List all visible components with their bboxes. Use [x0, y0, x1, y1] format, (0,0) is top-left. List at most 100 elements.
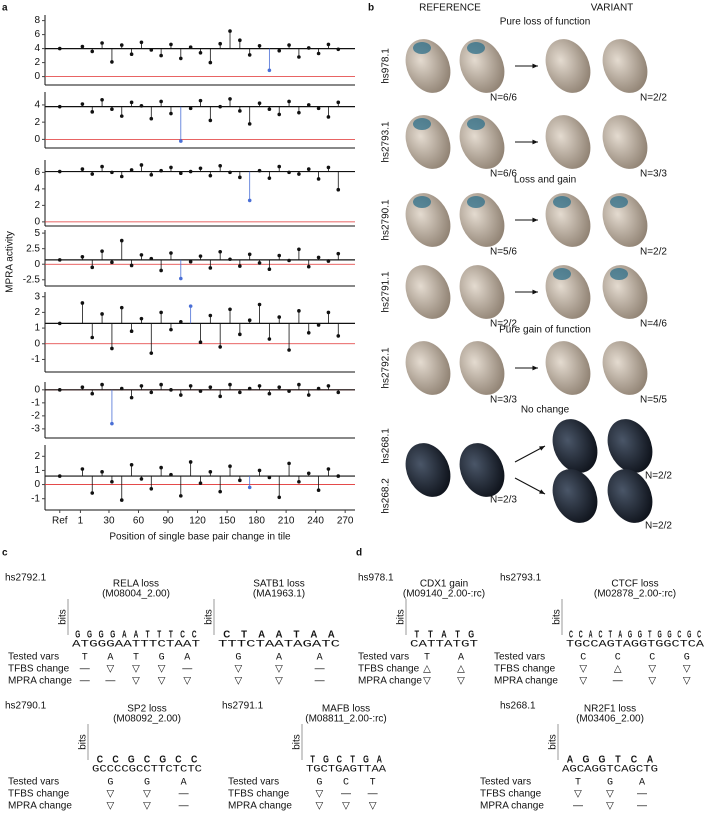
point — [306, 167, 311, 171]
tfbs-change: — — [637, 789, 647, 800]
mpra-change: — — [637, 801, 647, 812]
mpra-change: ▽ — [369, 801, 377, 812]
row-label: TFBS change — [358, 664, 420, 675]
point — [149, 487, 154, 491]
y-tick-label: 0 — [34, 217, 40, 228]
embryo — [405, 39, 451, 93]
mpra-change: — — [613, 676, 623, 687]
point — [129, 395, 134, 400]
point — [169, 251, 173, 255]
point — [287, 43, 291, 47]
embryo — [405, 443, 451, 497]
point — [119, 114, 124, 118]
row-label: TFBS change — [228, 789, 290, 800]
point — [326, 467, 331, 471]
x-tick-label: 1 — [78, 516, 84, 527]
motif-id: (M09140_2.00-:rc) — [403, 589, 485, 600]
mpra-change: ▽ — [158, 676, 166, 687]
x-tick-label: 270 — [337, 516, 354, 527]
column-header: VARIANT — [591, 3, 634, 14]
y-tick-label: 2 — [34, 307, 40, 318]
lacz-stain — [467, 42, 485, 54]
logo-letter: G — [583, 754, 590, 766]
embryo — [602, 341, 648, 395]
row-label: MPRA change — [8, 801, 72, 812]
n-label: N=6/6 — [490, 93, 517, 104]
point — [90, 172, 95, 176]
mpra-change: ▽ — [423, 676, 431, 687]
point — [149, 173, 154, 177]
point — [287, 99, 291, 104]
point — [169, 111, 173, 116]
point — [188, 460, 193, 464]
point — [80, 385, 85, 390]
point — [129, 263, 134, 268]
point — [188, 259, 193, 264]
point — [169, 42, 173, 47]
logo-letter: A — [589, 629, 593, 640]
tested-var: T — [82, 653, 88, 664]
point — [257, 101, 262, 105]
ref-point — [57, 388, 62, 392]
tfbs-change: ▽ — [158, 664, 166, 675]
logo-letter: T — [293, 630, 299, 641]
logo-letter: C — [337, 754, 343, 765]
point — [306, 471, 311, 476]
point — [277, 315, 282, 319]
arrow-head — [532, 217, 538, 223]
point — [297, 247, 301, 252]
tested-var: G — [144, 778, 150, 789]
tested-var: G — [684, 653, 690, 664]
tfbs-change: ▽ — [107, 664, 115, 675]
point — [149, 390, 154, 395]
point — [297, 110, 301, 115]
ref-point — [57, 321, 62, 326]
point — [110, 260, 114, 265]
y-tick-label: 1 — [34, 465, 40, 476]
y-tick-label: 6 — [34, 29, 40, 40]
embryo — [405, 193, 451, 247]
point — [208, 313, 213, 318]
tfbs-change: — — [179, 789, 189, 800]
logo-letter: A — [647, 754, 654, 766]
row-label: Tested vars — [494, 652, 545, 663]
point — [159, 310, 163, 315]
embryo — [545, 193, 591, 247]
point — [100, 470, 104, 474]
point — [306, 103, 311, 107]
point — [179, 139, 183, 143]
point — [129, 100, 134, 105]
x-tick-label: 120 — [189, 516, 206, 527]
point — [90, 391, 95, 396]
tested-var: C — [649, 653, 655, 664]
point — [326, 165, 331, 170]
embryo — [405, 341, 451, 395]
logo-letter: G — [99, 628, 104, 640]
embryo — [405, 115, 451, 169]
point — [297, 479, 301, 484]
row-label: Tested vars — [8, 777, 59, 788]
mpra-change: ▽ — [648, 676, 656, 687]
logo-letter: C — [112, 754, 119, 765]
point — [218, 104, 222, 109]
motif-title: RELA loss — [113, 579, 159, 590]
y-tick-label: -1 — [31, 493, 40, 504]
motif-title: SATB1 loss — [253, 579, 305, 590]
ref-point — [57, 104, 62, 109]
row-label: hs2793.1 — [381, 121, 392, 163]
point — [336, 251, 341, 256]
point — [80, 301, 85, 305]
panel-letter: a — [2, 3, 8, 14]
point — [208, 266, 213, 270]
point — [218, 249, 222, 254]
point — [159, 382, 163, 387]
point — [139, 163, 144, 167]
point — [80, 102, 85, 106]
tfbs-change: ▽ — [132, 664, 140, 675]
point — [267, 475, 272, 480]
mpra-change: ▽ — [579, 676, 587, 687]
point — [169, 327, 173, 332]
point — [129, 329, 134, 334]
row-label: TFBS change — [494, 664, 556, 675]
mpra-change: ▽ — [457, 676, 465, 687]
